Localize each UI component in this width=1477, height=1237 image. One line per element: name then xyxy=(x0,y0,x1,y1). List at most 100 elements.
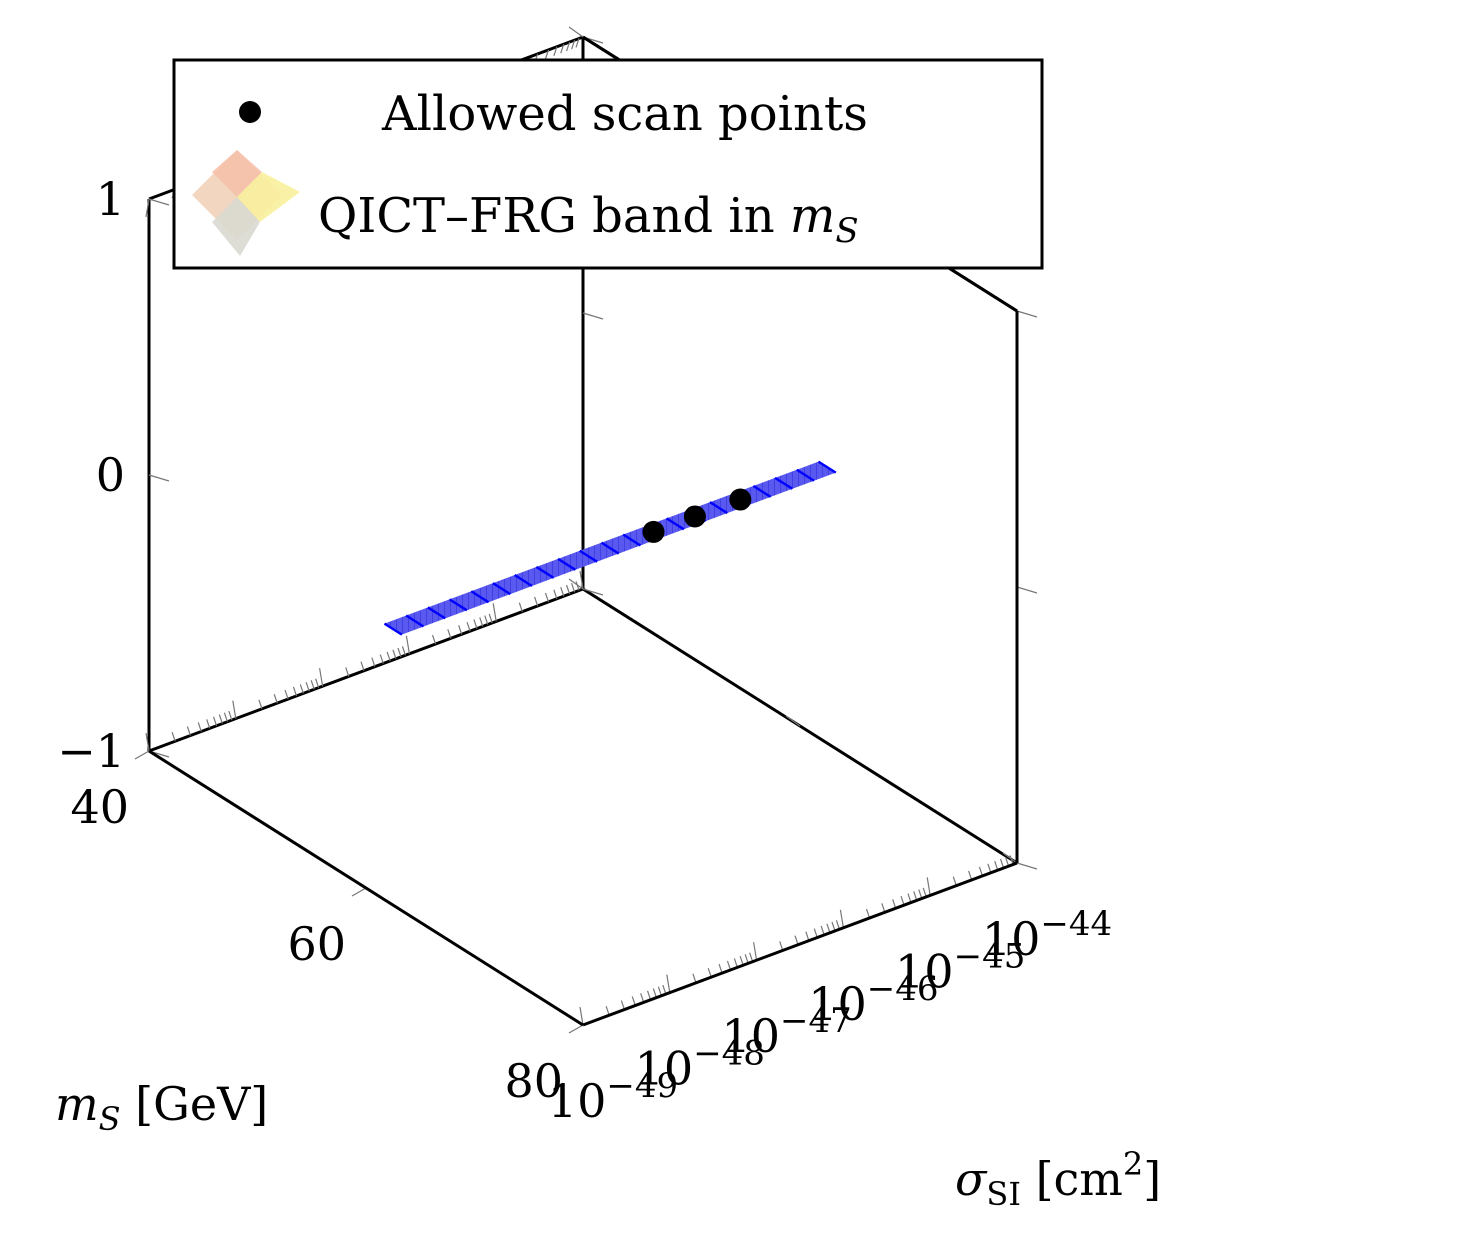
box-edge xyxy=(582,861,1018,1027)
x-tick-mark xyxy=(994,860,999,871)
legend-label-band: QICT–FRG band in mS xyxy=(318,188,859,251)
x-tick-mark xyxy=(666,974,671,993)
band-stripe xyxy=(774,476,794,490)
x-tick-mark xyxy=(534,596,539,607)
x-tick-mark xyxy=(379,654,384,664)
x-tick-mark xyxy=(739,956,744,966)
x-tick-mark xyxy=(987,863,992,873)
band-stripe xyxy=(427,606,446,620)
scatter-point xyxy=(642,520,665,543)
y-tick-mark xyxy=(351,887,367,897)
x-tick-mark xyxy=(907,893,912,903)
x-tick-mark xyxy=(431,634,437,645)
x-tick-mark xyxy=(692,973,697,984)
x-tick-mark xyxy=(805,931,810,941)
x-tick-label: 10−49 xyxy=(548,1066,678,1128)
y-tick-label: 80 xyxy=(504,1054,563,1108)
y-tick-mark xyxy=(134,750,150,760)
x-tick-mark xyxy=(315,678,320,688)
x-tick-mark xyxy=(605,1006,610,1016)
band-stripe xyxy=(405,614,425,628)
z-tick-label: 0 xyxy=(96,448,125,502)
legend-marker-band xyxy=(192,150,300,256)
x-tick-mark xyxy=(544,49,550,60)
x-tick-mark xyxy=(212,716,218,726)
band-stripe xyxy=(665,517,685,531)
x-tick-mark xyxy=(631,996,636,1006)
x-tick-mark xyxy=(753,942,758,961)
x-tick-mark xyxy=(292,686,298,697)
scatter-point xyxy=(683,505,706,528)
z-tick-mark xyxy=(1016,310,1038,318)
x-tick-mark xyxy=(900,895,905,906)
x-tick-mark xyxy=(831,921,836,932)
x-tick-mark xyxy=(579,1006,584,1026)
x-tick-mark xyxy=(305,682,310,692)
x-axis-label: σSI [cm2] xyxy=(955,1145,1161,1213)
x-tick-mark xyxy=(1009,855,1014,865)
x-tick-mark xyxy=(918,889,923,899)
x-tick-mark xyxy=(646,990,652,1000)
x-tick-mark xyxy=(952,876,957,886)
x-tick-mark xyxy=(826,923,831,934)
x-tick-mark xyxy=(145,732,150,752)
x-tick-mark xyxy=(488,613,493,624)
x-tick-mark xyxy=(228,710,233,721)
x-tick-mark xyxy=(560,43,565,54)
y-tick-label: 60 xyxy=(287,917,346,971)
x-tick-mark xyxy=(371,657,376,667)
x-tick-label: 10−45 xyxy=(895,936,1025,998)
x-tick-mark xyxy=(401,646,406,656)
x-tick-mark xyxy=(892,899,897,909)
x-tick-mark xyxy=(553,589,558,599)
x-tick-mark xyxy=(466,621,471,632)
legend-marker-points xyxy=(239,101,261,123)
x-tick-mark xyxy=(657,986,662,996)
scatter-point xyxy=(729,488,752,511)
x-tick-mark xyxy=(835,920,840,930)
band-stripe xyxy=(796,468,815,482)
x-tick-mark xyxy=(620,1000,625,1010)
y-tick-mark xyxy=(1002,852,1018,864)
x-tick-mark xyxy=(565,584,571,595)
band-stripe xyxy=(448,598,468,612)
x-tick-mark xyxy=(447,629,452,639)
y-tick-label: 40 xyxy=(70,780,129,834)
z-tick-mark xyxy=(148,198,170,206)
band-stripe xyxy=(709,501,728,515)
x-tick-mark xyxy=(726,960,732,971)
x-tick-mark xyxy=(284,689,289,700)
band-stripe xyxy=(622,533,642,547)
y-tick-mark xyxy=(568,578,584,590)
band-stripe xyxy=(557,557,577,571)
x-tick-mark xyxy=(579,570,584,590)
band-stripe xyxy=(383,622,403,636)
x-tick-label: 10−44 xyxy=(982,904,1112,966)
x-tick-mark xyxy=(575,38,580,48)
x-tick-mark xyxy=(865,908,871,919)
x-tick-mark xyxy=(820,925,825,936)
x-tick-mark xyxy=(881,903,886,913)
legend: Allowed scan points QICT–FRG band in mS xyxy=(172,58,1044,270)
y-tick-mark xyxy=(785,715,801,727)
x-tick-mark xyxy=(744,954,749,964)
x-tick-mark xyxy=(575,581,580,591)
x-tick-mark xyxy=(913,891,918,901)
x-tick-mark xyxy=(206,719,211,729)
x-tick-mark xyxy=(345,667,350,677)
x-tick-mark xyxy=(640,993,645,1003)
x-tick-mark xyxy=(360,661,365,671)
y-tick-mark xyxy=(568,26,584,38)
x-tick-mark xyxy=(319,668,324,687)
x-tick-mark xyxy=(565,41,571,52)
x-tick-mark xyxy=(839,909,844,928)
band-stripe xyxy=(817,460,837,474)
x-tick-label: 10−46 xyxy=(808,969,938,1031)
z-tick-mark xyxy=(582,588,604,596)
x-tick-mark xyxy=(492,603,497,622)
x-tick-mark xyxy=(405,635,410,654)
band-stripe xyxy=(752,484,772,498)
x-tick-mark xyxy=(571,39,576,50)
